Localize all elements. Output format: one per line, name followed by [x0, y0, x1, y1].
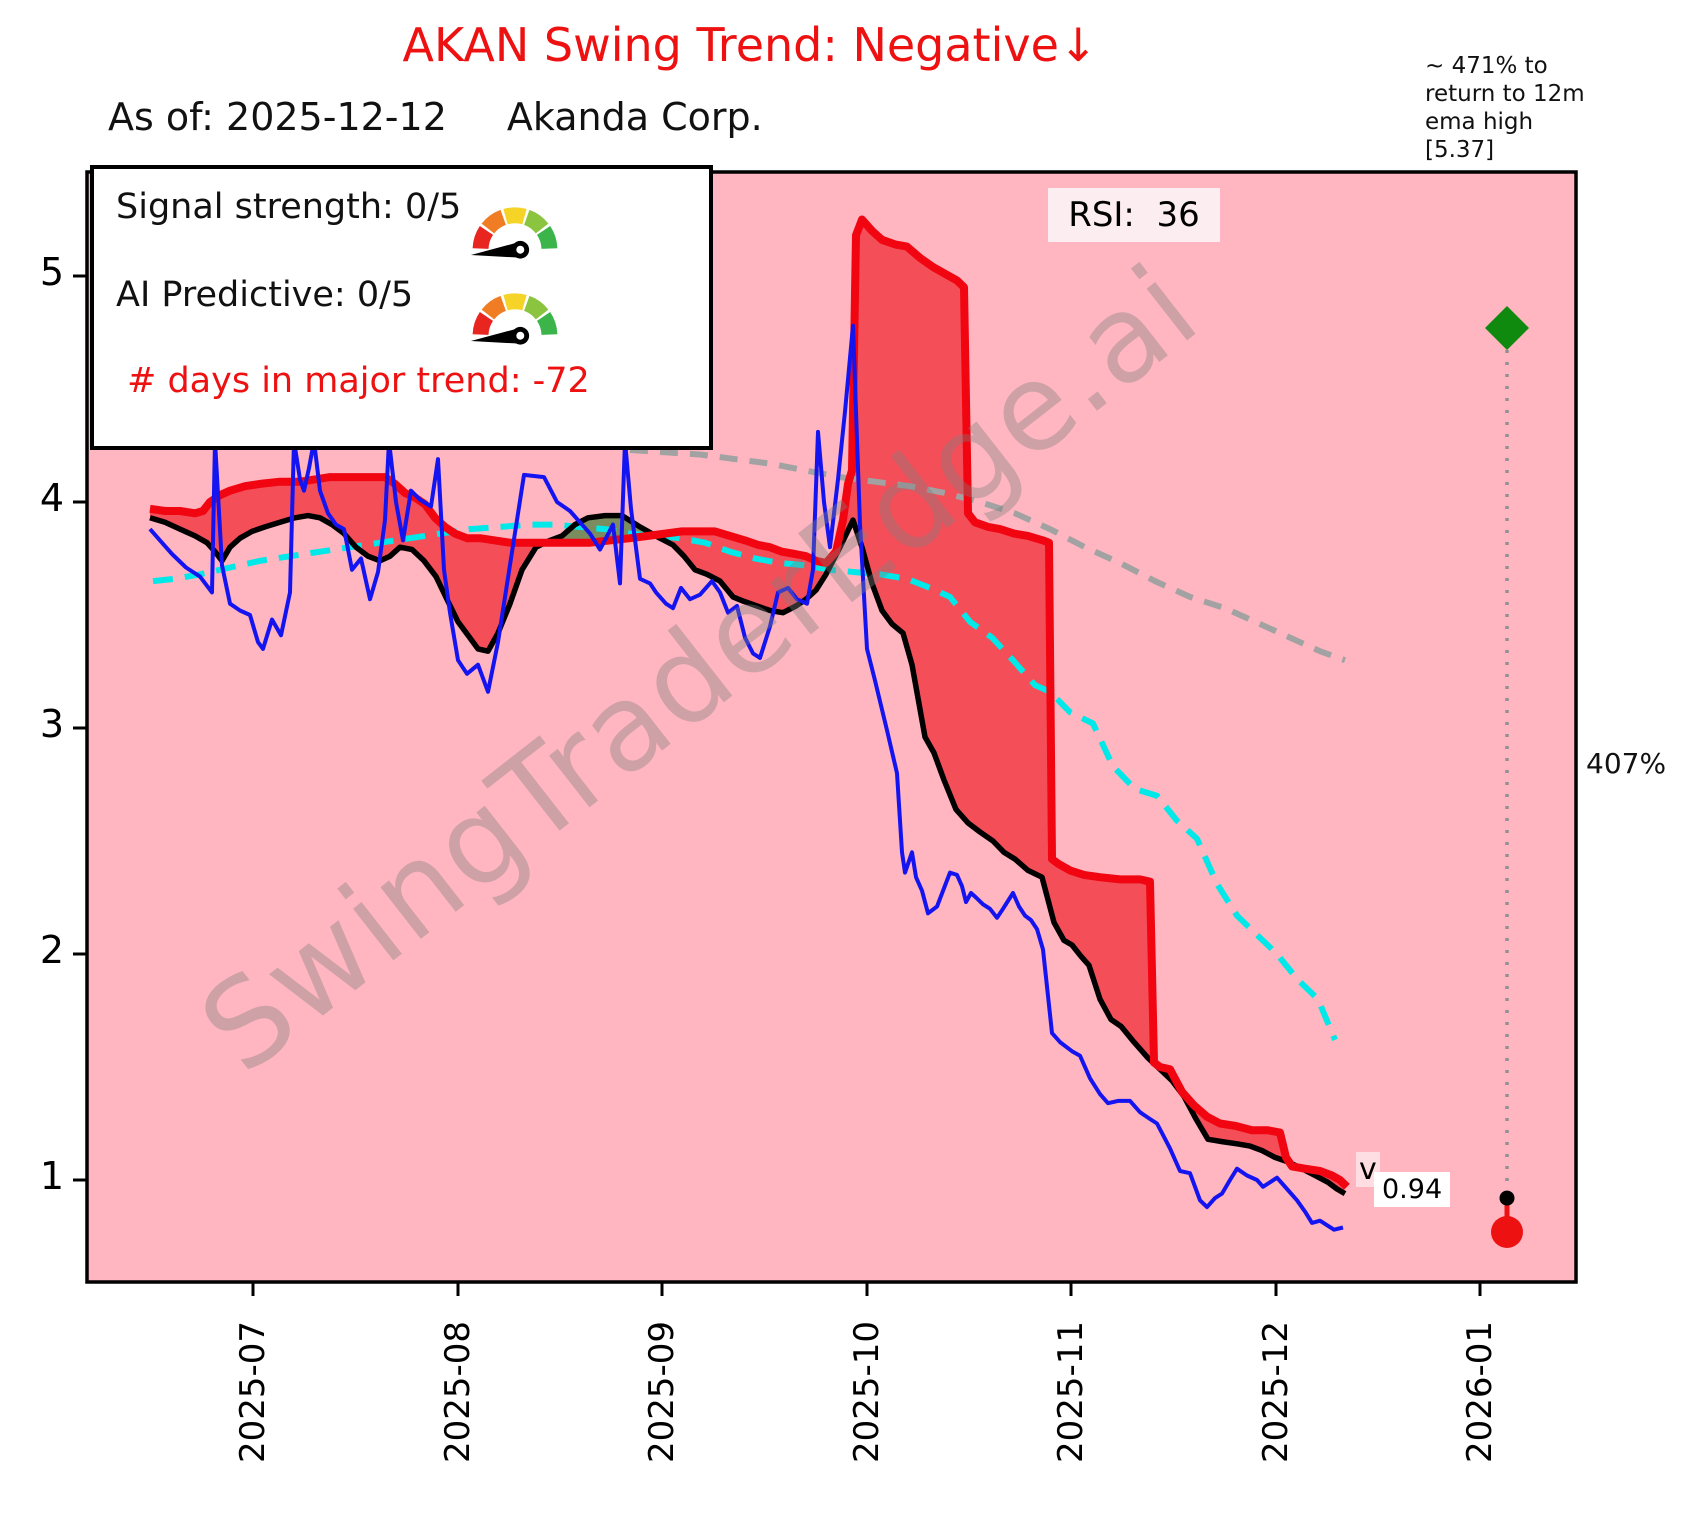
page-title: AKAN Swing Trend: Negative↓	[402, 18, 1098, 72]
y-tick-label: 4	[39, 476, 64, 520]
y-tick-label: 2	[39, 928, 64, 972]
ai-predictive-label: AI Predictive: 0/5	[116, 275, 414, 315]
slow-ema-dashed-line	[629, 447, 1347, 664]
current-price-dot	[1499, 1190, 1515, 1206]
ema-note-line: [5.37]	[1425, 137, 1495, 163]
subtitle: As of: 2025-12-12 Akanda Corp.	[108, 95, 763, 139]
ema-note-line: ema high	[1425, 109, 1534, 135]
rsi-badge: RSI: 36	[1048, 188, 1220, 242]
x-tick-label: 2025-12	[1256, 1320, 1296, 1464]
y-tick-label: 1	[39, 1154, 64, 1198]
fast-ema-line	[149, 512, 1347, 1196]
signal-strength-label: Signal strength: 0/5	[116, 187, 462, 227]
x-tick-label: 2026-01	[1460, 1320, 1500, 1464]
x-tick-label: 2025-10	[847, 1320, 887, 1464]
price-line	[148, 323, 1344, 1232]
swing-trend-line	[149, 215, 1350, 1190]
ai-predictive-gauge-icon	[470, 293, 558, 345]
low-price-dot	[1491, 1215, 1523, 1248]
as-of-date: As of: 2025-12-12	[108, 95, 447, 139]
ema-note-line: return to 12m	[1425, 81, 1585, 107]
signal-strength-gauge-icon	[470, 207, 558, 259]
x-tick-label: 2025-09	[642, 1320, 682, 1464]
company-name: Akanda Corp.	[506, 95, 763, 139]
ema-note-line: ~ 471% to	[1425, 53, 1548, 79]
x-tick-label: 2025-08	[438, 1320, 478, 1464]
target-diamond-marker	[1485, 305, 1529, 350]
ema-high-annotation: ~ 471% to return to 12m ema high [5.37]	[1425, 52, 1625, 164]
last-price-marker-v: v	[1356, 1151, 1380, 1187]
axis-tick-marks	[73, 274, 1482, 1296]
days-in-trend-label: # days in major trend: -72	[127, 361, 590, 401]
mid-ema-dashed-line	[152, 521, 1338, 1042]
x-tick-label: 2025-11	[1051, 1320, 1091, 1464]
y-tick-label: 5	[39, 250, 64, 294]
last-price-label: 0.94	[1374, 1171, 1451, 1207]
x-tick-label: 2025-07	[233, 1320, 273, 1464]
signal-legend-box: Signal strength: 0/5 AI Predictive: 0/5 …	[90, 165, 713, 450]
y-tick-label: 3	[39, 702, 64, 746]
percent-range-label: 407%	[1586, 747, 1667, 780]
